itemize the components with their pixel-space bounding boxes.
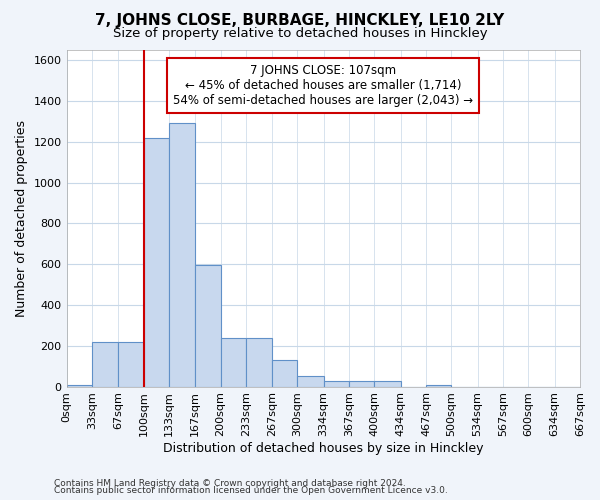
Bar [298,376,323,386]
Bar [426,385,451,386]
Y-axis label: Number of detached properties: Number of detached properties [15,120,28,317]
Text: 7 JOHNS CLOSE: 107sqm
← 45% of detached houses are smaller (1,714)
54% of semi-d: 7 JOHNS CLOSE: 107sqm ← 45% of detached … [173,64,473,108]
Text: Contains public sector information licensed under the Open Government Licence v3: Contains public sector information licen… [54,486,448,495]
Bar [118,342,143,386]
Bar [349,381,374,386]
Bar [323,381,349,386]
X-axis label: Distribution of detached houses by size in Hinckley: Distribution of detached houses by size … [163,442,484,455]
Bar [221,338,246,386]
Bar [92,342,118,386]
Bar [169,124,195,386]
Bar [195,265,221,386]
Bar [67,384,92,386]
Bar [246,338,272,386]
Bar [374,382,401,386]
Text: 7, JOHNS CLOSE, BURBAGE, HINCKLEY, LE10 2LY: 7, JOHNS CLOSE, BURBAGE, HINCKLEY, LE10 … [95,12,505,28]
Bar [272,360,298,386]
Bar [143,138,169,386]
Text: Contains HM Land Registry data © Crown copyright and database right 2024.: Contains HM Land Registry data © Crown c… [54,478,406,488]
Text: Size of property relative to detached houses in Hinckley: Size of property relative to detached ho… [113,28,487,40]
